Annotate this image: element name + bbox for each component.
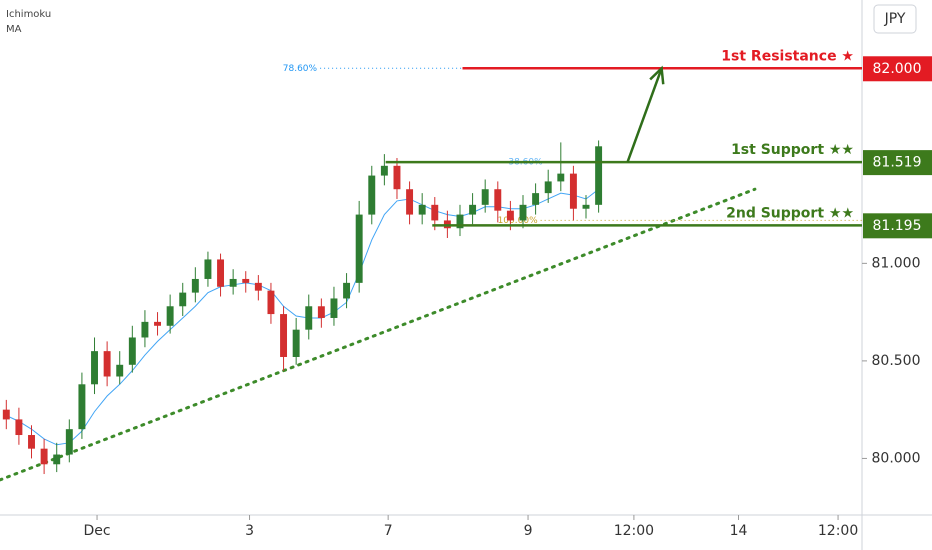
x-tick-label: 3 xyxy=(245,523,254,539)
candle-body xyxy=(557,173,565,182)
candle-body xyxy=(380,165,388,176)
candle-body xyxy=(393,165,401,190)
price-box-label: 82.000 xyxy=(873,61,922,77)
x-tick-label: 12:00 xyxy=(614,523,654,539)
candle-body xyxy=(330,298,338,318)
candle-body xyxy=(254,282,262,291)
y-tick-label: 81.000 xyxy=(872,255,921,271)
candle-body xyxy=(191,278,199,293)
currency-label: JPY xyxy=(884,11,906,27)
candle-body xyxy=(166,306,174,326)
candle-body xyxy=(481,189,489,205)
candle-body xyxy=(406,189,414,215)
price-box-label: 81.519 xyxy=(873,155,922,171)
candle-body xyxy=(506,210,514,221)
candle-body xyxy=(128,337,136,365)
candle-body xyxy=(242,278,250,283)
level-label: 1st Resistance ★ xyxy=(721,48,854,64)
arrow-head xyxy=(649,65,665,85)
ma-line xyxy=(6,188,599,446)
candle-body xyxy=(15,419,23,436)
candle-body xyxy=(28,435,35,449)
candle-body xyxy=(91,351,98,385)
currency-button[interactable] xyxy=(873,4,917,34)
candle-body xyxy=(116,364,124,377)
candle-body xyxy=(154,321,161,326)
candle-body xyxy=(368,175,376,215)
candle-body xyxy=(544,181,552,194)
candle-body xyxy=(280,314,288,357)
candle-body xyxy=(494,189,502,211)
candle-body xyxy=(595,146,603,205)
x-tick-label: 7 xyxy=(384,523,393,539)
price-box xyxy=(863,213,932,239)
candle-body xyxy=(431,204,439,221)
candle-body xyxy=(204,259,212,279)
candle-body xyxy=(78,384,86,430)
candle-body xyxy=(229,278,237,287)
y-tick-label: 80.500 xyxy=(872,353,921,369)
level-label: 1st Support ★★ xyxy=(731,142,854,158)
candle-body xyxy=(569,173,577,209)
candle-body xyxy=(103,351,111,377)
candle-body xyxy=(469,204,477,215)
candle-body xyxy=(267,290,275,315)
trendline xyxy=(0,187,757,482)
candle-body xyxy=(519,204,527,221)
candle-body xyxy=(217,259,225,287)
level-label: 2nd Support ★★ xyxy=(726,205,854,221)
candle-body xyxy=(317,306,325,318)
x-tick-label: Dec xyxy=(83,523,110,539)
arrow-shaft xyxy=(626,67,663,163)
x-tick-label: 14 xyxy=(730,523,748,539)
candle-body xyxy=(292,329,300,357)
x-tick-label: 9 xyxy=(524,523,533,539)
fib-label: 100.00% xyxy=(498,216,538,226)
fib-label: 78.60% xyxy=(283,64,318,74)
candle-body xyxy=(65,429,73,455)
candle-body xyxy=(418,204,426,215)
price-box xyxy=(863,150,932,176)
price-box xyxy=(863,56,932,82)
candle-body xyxy=(456,214,464,229)
candle-body xyxy=(355,214,363,283)
candle-body xyxy=(179,292,187,307)
x-tick-label: 12:00 xyxy=(818,523,858,539)
indicator-label: Ichimoku xyxy=(6,9,51,20)
candle-body xyxy=(343,282,351,299)
candle-body xyxy=(582,204,590,209)
candle-body xyxy=(305,306,313,330)
price-box-label: 81.195 xyxy=(873,218,922,234)
candle-body xyxy=(53,454,61,465)
indicator-label: MA xyxy=(6,24,22,35)
candle-body xyxy=(532,193,540,205)
y-tick-label: 80.000 xyxy=(872,450,921,466)
candle-body xyxy=(40,448,48,465)
candle-body xyxy=(2,409,10,420)
candle-body xyxy=(141,321,149,338)
